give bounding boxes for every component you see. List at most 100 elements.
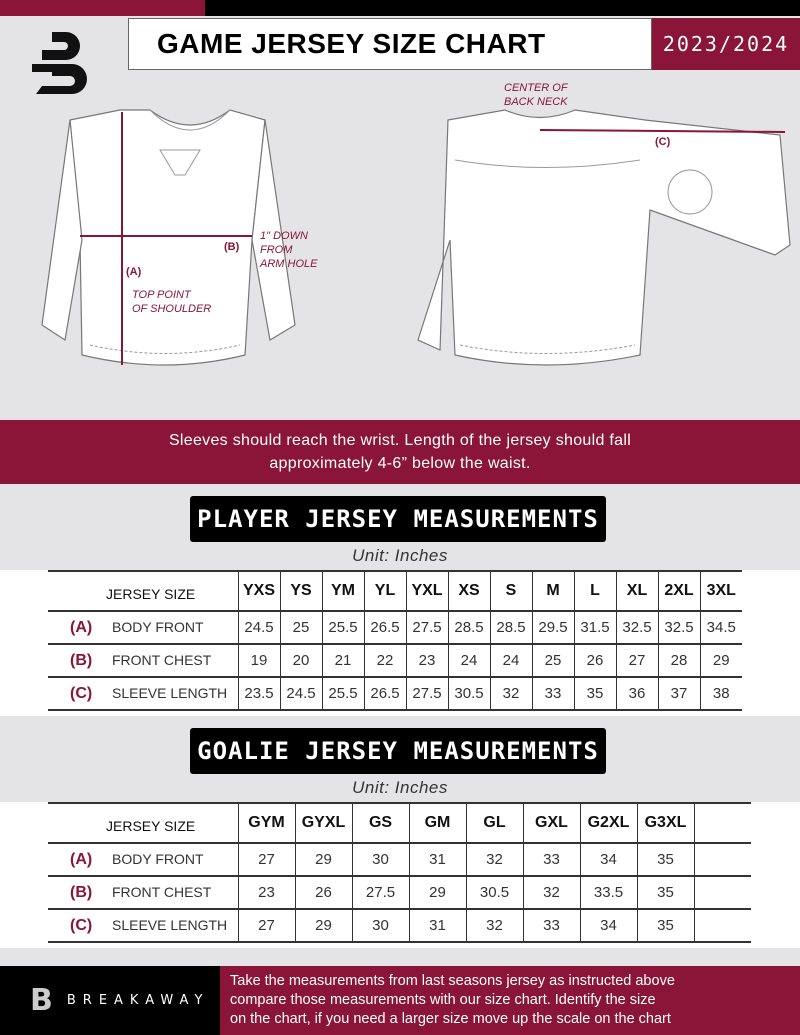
cell-value: 32: [465, 909, 523, 943]
cell-value: 32.5: [657, 611, 700, 645]
cell-value: 29.5: [531, 611, 574, 645]
cell-value: 31: [408, 843, 466, 877]
cell-value: 31: [408, 909, 466, 943]
cell-value: 25.5: [321, 677, 364, 711]
cell-value: 33: [531, 677, 574, 711]
cell-value: 32: [522, 876, 580, 910]
size-header: GYXL: [294, 802, 352, 844]
cell-value: 29: [294, 909, 352, 943]
note-back-neck: CENTER OF BACK NECK: [504, 82, 568, 108]
goalie-section-title: GOALIE JERSEY MEASUREMENTS: [190, 728, 606, 774]
cell-value: 28.5: [447, 611, 490, 645]
player-unit: Unit: Inches: [352, 546, 448, 565]
size-header: YS: [279, 570, 322, 612]
cell-value: 35: [636, 909, 694, 943]
cell-value: 33: [522, 909, 580, 943]
footer-instructions: Take the measurements from last seasons …: [220, 966, 800, 1035]
cell-value: 24: [489, 644, 532, 678]
note-arm-hole: 1" DOWN FROM ARM HOLE: [260, 230, 318, 270]
cell-value: 25: [531, 644, 574, 678]
cell-value: 38: [699, 677, 742, 711]
size-header: 3XL: [699, 570, 742, 612]
cell-value: 30: [351, 843, 409, 877]
cell-value: 27: [237, 909, 295, 943]
measure-name: FRONT CHEST: [112, 883, 212, 900]
size-header: GM: [408, 802, 466, 844]
cell-value: 26.5: [363, 611, 406, 645]
size-header: [693, 802, 751, 844]
measure-name: BODY FRONT: [112, 850, 204, 867]
top-accent-bar: [0, 0, 205, 16]
cell-value: 27.5: [405, 611, 448, 645]
measure-name: SLEEVE LENGTH: [112, 684, 228, 701]
cell-value: 26: [294, 876, 352, 910]
cell-value: 30.5: [447, 677, 490, 711]
brand-name: BREAKAWAY: [66, 993, 210, 1008]
page-title: GAME JERSEY SIZE CHART: [128, 18, 652, 70]
size-header: YXL: [405, 570, 448, 612]
cell-value: 27.5: [351, 876, 409, 910]
label-a: (A): [126, 266, 142, 278]
size-header: YXS: [237, 570, 280, 612]
measure-code: (A): [70, 850, 93, 868]
cell-value: 23.5: [237, 677, 280, 711]
size-header: XS: [447, 570, 490, 612]
measure-name: FRONT CHEST: [112, 651, 212, 668]
cell-value: 27: [615, 644, 658, 678]
size-header: YL: [363, 570, 406, 612]
label-b: (B): [224, 241, 240, 253]
goalie-size-table: JERSEY SIZE GYM GYXL GS GM GL GXL G2XL G3XL (A) BO…: [48, 802, 751, 943]
season-badge: 2023/2024: [652, 18, 800, 70]
size-header: GYM: [237, 802, 295, 844]
table-row: (B) FRONT CHEST 23 26 27.5 29 30.5 32 33.5 35: [48, 876, 751, 910]
cell-value: 26: [573, 644, 616, 678]
player-section-title: PLAYER JERSEY MEASUREMENTS: [190, 496, 606, 542]
size-header: G3XL: [636, 802, 694, 844]
size-header: YM: [321, 570, 364, 612]
cell-value: 32: [489, 677, 532, 711]
measure-code: (C): [70, 916, 93, 934]
cell-value: 31.5: [573, 611, 616, 645]
cell-value: 26.5: [363, 677, 406, 711]
table-row: (C) SLEEVE LENGTH 27 29 30 31 32 33 34 35: [48, 909, 751, 943]
cell-value: 25.5: [321, 611, 364, 645]
cell-value: 28: [657, 644, 700, 678]
label-c: (C): [655, 136, 671, 148]
jersey-size-label: JERSEY SIZE: [48, 570, 238, 612]
cell-value: 37: [657, 677, 700, 711]
cell-value: 23: [405, 644, 448, 678]
size-header: XL: [615, 570, 658, 612]
player-size-table: JERSEY SIZE YXS YS YM YL YXL XS S M L XL 2XL 3XL (A) B…: [48, 570, 742, 711]
cell-value: 24.5: [237, 611, 280, 645]
cell-value: 32.5: [615, 611, 658, 645]
cell-value: [693, 843, 751, 877]
cell-value: 35: [573, 677, 616, 711]
footer-brand: B BREAKAWAY: [0, 966, 220, 1035]
brand-logo: [32, 32, 87, 94]
measure-code: (C): [70, 684, 93, 702]
guidance-banner: Sleeves should reach the wrist. Length o…: [0, 420, 800, 484]
table-row: (C) SLEEVE LENGTH 23.5 24.5 25.5 26.5 27.5 30.5…: [48, 677, 742, 711]
note-shoulder: TOP POINT OF SHOULDER: [132, 289, 212, 315]
footer-logo: B: [30, 983, 53, 1018]
measure-code: (B): [70, 883, 93, 901]
cell-value: 24: [447, 644, 490, 678]
player-table-wrap: JERSEY SIZE YXS YS YM YL YXL XS S M L XL 2XL 3XL (A) B…: [0, 570, 800, 716]
size-header: 2XL: [657, 570, 700, 612]
cell-value: 30.5: [465, 876, 523, 910]
cell-value: 32: [465, 843, 523, 877]
size-header: GL: [465, 802, 523, 844]
cell-value: 24.5: [279, 677, 322, 711]
jersey-diagram: [41, 109, 791, 366]
size-header: M: [531, 570, 574, 612]
cell-value: 33: [522, 843, 580, 877]
goalie-unit: Unit: Inches: [352, 778, 448, 797]
cell-value: 29: [408, 876, 466, 910]
header-row: JERSEY SIZE GYM GYXL GS GM GL GXL G2XL G3XL: [48, 802, 751, 844]
measure-code: (B): [70, 651, 93, 669]
top-black-bar: [205, 0, 800, 16]
header-row: JERSEY SIZE YXS YS YM YL YXL XS S M L XL 2XL 3XL: [48, 570, 742, 612]
table-row: (A) BODY FRONT 27 29 30 31 32 33 34 35: [48, 843, 751, 877]
cell-value: 34: [579, 909, 637, 943]
cell-value: 25: [279, 611, 322, 645]
